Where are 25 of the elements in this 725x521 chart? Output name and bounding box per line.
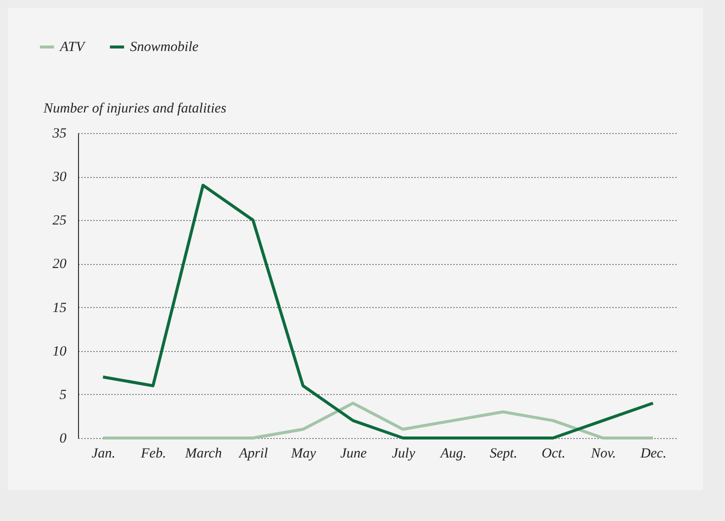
x-tick-label: Nov. — [590, 446, 616, 462]
y-tick-label: 20 — [52, 257, 66, 272]
y-tick-label: 15 — [52, 300, 66, 316]
x-tick-label: Aug. — [439, 446, 467, 462]
x-tick-label: Sept. — [490, 446, 518, 462]
y-tick-label: 5 — [60, 388, 66, 403]
x-tick-label: Dec. — [639, 446, 667, 462]
y-tick-label: 0 — [60, 432, 66, 446]
x-tick-label: Jan. — [92, 446, 116, 462]
x-tick-label: June — [340, 446, 367, 462]
y-tick-label: 30 — [52, 170, 66, 186]
x-tick-label: March — [184, 446, 222, 462]
legend-label: Snowmobile — [130, 40, 198, 55]
y-axis-title: Number of injuries and fatalities — [42, 102, 227, 116]
x-tick-label: July — [392, 446, 416, 462]
y-tick-label: 35 — [52, 126, 66, 142]
y-tick-label: 10 — [52, 344, 66, 360]
x-tick-label: April — [238, 446, 268, 462]
x-tick-label: May — [290, 446, 317, 462]
line-series — [102, 402, 654, 440]
x-tick-label: Oct. — [542, 446, 566, 462]
legend-label: ATV — [59, 40, 86, 55]
y-tick-label: 25 — [52, 214, 66, 229]
line-series — [102, 184, 654, 440]
x-tick-label: Feb. — [140, 446, 166, 462]
